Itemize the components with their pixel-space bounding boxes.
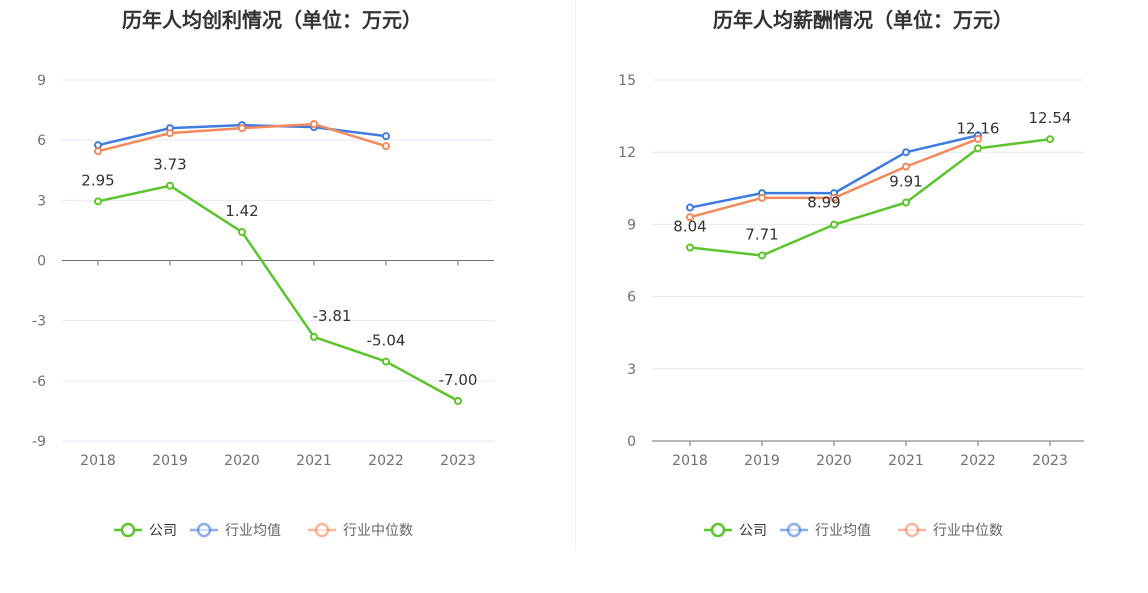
data-point-2 [166,129,174,138]
y-tick-label: -3 [32,314,46,330]
data-point-2 [382,142,390,151]
data-point-2 [94,147,102,156]
data-point-0 [686,243,694,252]
profit-chart-svg: 历年人均创利情况（单位：万元） 9 6 3 0 -3 -6 -9 2018 2019 2020 202… [32,8,494,539]
x-tick-label: 2023 [440,453,476,469]
data-point-0 [94,197,102,206]
data-point-0 [382,357,390,366]
data-label: 8.99 [807,194,840,212]
legend-marker-1 [786,522,802,538]
x-tick-label: 2019 [744,453,780,469]
data-label: -3.81 [313,307,352,325]
legend-marker-2 [904,522,920,538]
legend-marker-0 [710,522,726,538]
x-tick-label: 2018 [672,453,708,469]
y-tick-label: 3 [627,362,636,378]
data-point-0 [1046,135,1054,144]
data-point-0 [902,198,910,207]
chart-title: 历年人均薪酬情况（单位：万元） [713,8,1013,32]
y-tick-label: 12 [618,145,636,161]
y-tick-label: 6 [627,290,636,306]
data-point-1 [686,203,694,212]
series-line-0 [689,137,1051,257]
salary-chart-svg: 历年人均薪酬情况（单位：万元） 15 12 9 6 3 0 2018 2019 2020 2021 2… [618,8,1084,539]
data-point-1 [382,132,390,141]
data-point-0 [758,251,766,260]
legend-label: 行业均值 [225,523,281,539]
y-tick-label: 0 [627,434,636,450]
x-tick-label: 2019 [152,453,188,469]
series-line-0 [97,184,459,402]
legend-marker-0 [120,522,136,538]
data-label: 8.04 [673,218,706,236]
x-tick-label: 2021 [888,453,924,469]
data-label: -7.00 [439,371,478,389]
x-tick-label: 2022 [368,453,404,469]
data-point-2 [238,124,246,133]
y-tick-label: -9 [32,434,46,450]
data-point-0 [166,181,174,190]
y-tick-label: 9 [627,217,636,233]
data-label: 12.16 [957,119,1000,137]
data-label: -5.04 [367,332,406,350]
y-tick-label: 9 [37,73,46,89]
legend-label: 公司 [149,523,177,539]
y-tick-label: 3 [37,193,46,209]
data-label: 9.91 [889,172,922,190]
x-tick-label: 2023 [1032,453,1068,469]
legend-label: 行业中位数 [933,523,1003,539]
data-point-0 [830,220,838,229]
data-label: 12.54 [1029,109,1072,127]
legend-label: 公司 [739,523,767,539]
data-point-2 [830,193,838,202]
panel-divider [575,0,576,550]
data-point-2 [902,162,910,171]
y-tick-label: -6 [32,374,46,390]
x-tick-label: 2021 [296,453,332,469]
legend-marker-1 [196,522,212,538]
profit-per-capita-chart: 历年人均创利情况（单位：万元） 9 6 3 0 -3 -6 -9 2018 2019 2020 202… [0,0,574,589]
data-point-0 [454,396,462,405]
data-point-0 [974,144,982,153]
x-tick-label: 2020 [224,453,260,469]
data-point-2 [686,213,694,222]
y-tick-label: 0 [37,254,46,270]
x-tick-label: 2018 [80,453,116,469]
x-tick-label: 2022 [960,453,996,469]
data-label: 2.95 [81,171,114,189]
legend-marker-2 [314,522,330,538]
data-point-0 [238,228,246,237]
chart-title: 历年人均创利情况（单位：万元） [122,8,422,32]
data-point-0 [310,332,318,341]
salary-per-capita-chart: 历年人均薪酬情况（单位：万元） 15 12 9 6 3 0 2018 2019 2020 2021 2… [576,0,1148,589]
data-point-2 [758,193,766,202]
data-point-2 [310,120,318,129]
legend-label: 行业均值 [815,523,871,539]
x-tick-label: 2020 [816,453,852,469]
data-point-1 [902,148,910,157]
data-label: 1.42 [225,202,258,220]
y-tick-label: 15 [618,73,636,89]
data-label: 3.73 [153,156,186,174]
data-point-2 [974,134,982,143]
y-tick-label: 6 [37,133,46,149]
data-label: 7.71 [745,225,778,243]
legend-label: 行业中位数 [343,523,413,539]
